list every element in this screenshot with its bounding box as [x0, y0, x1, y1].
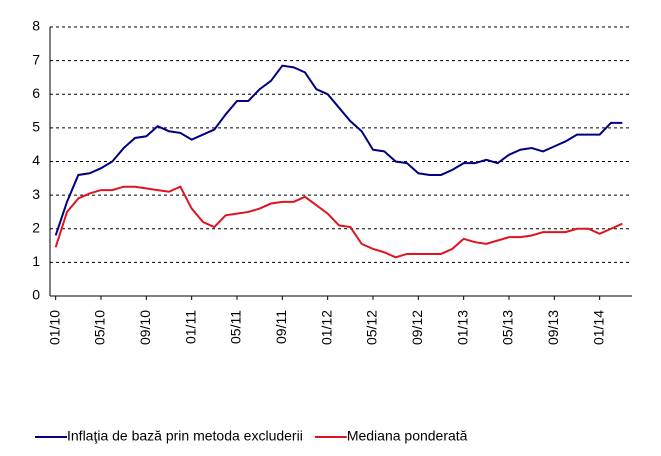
x-tick-label: 09/12 [409, 310, 425, 345]
y-tick-label: 6 [32, 85, 40, 101]
x-tick-label: 05/10 [92, 310, 108, 345]
y-tick-label: 4 [32, 152, 40, 168]
x-tick-label: 05/12 [364, 310, 380, 345]
y-tick-label: 7 [32, 51, 40, 67]
legend-label: Inflaţia de bază prin metoda excluderii [67, 428, 303, 444]
x-tick-label: 01/14 [590, 310, 606, 345]
x-tick-label: 09/10 [137, 310, 153, 345]
y-tick-label: 1 [32, 253, 40, 269]
y-tick-label: 3 [32, 186, 40, 202]
data-line [54, 185, 623, 259]
x-tick-label: 05/11 [228, 310, 244, 344]
x-tick-label: 01/11 [182, 310, 198, 344]
data-line [54, 64, 623, 236]
x-tick-label: 09/13 [545, 310, 561, 345]
y-tick-label: 0 [32, 287, 40, 303]
y-tick-label: 2 [32, 219, 40, 235]
x-tick-label: 01/13 [454, 310, 470, 345]
x-tick-label: 09/11 [273, 310, 289, 344]
x-tick-label: 05/13 [500, 310, 516, 345]
x-tick-label: 01/12 [318, 310, 334, 345]
y-tick-label: 5 [32, 119, 40, 135]
y-tick-label: 8 [32, 18, 40, 34]
legend-label: Mediana ponderată [347, 428, 468, 444]
x-tick-label: 01/10 [46, 310, 62, 345]
